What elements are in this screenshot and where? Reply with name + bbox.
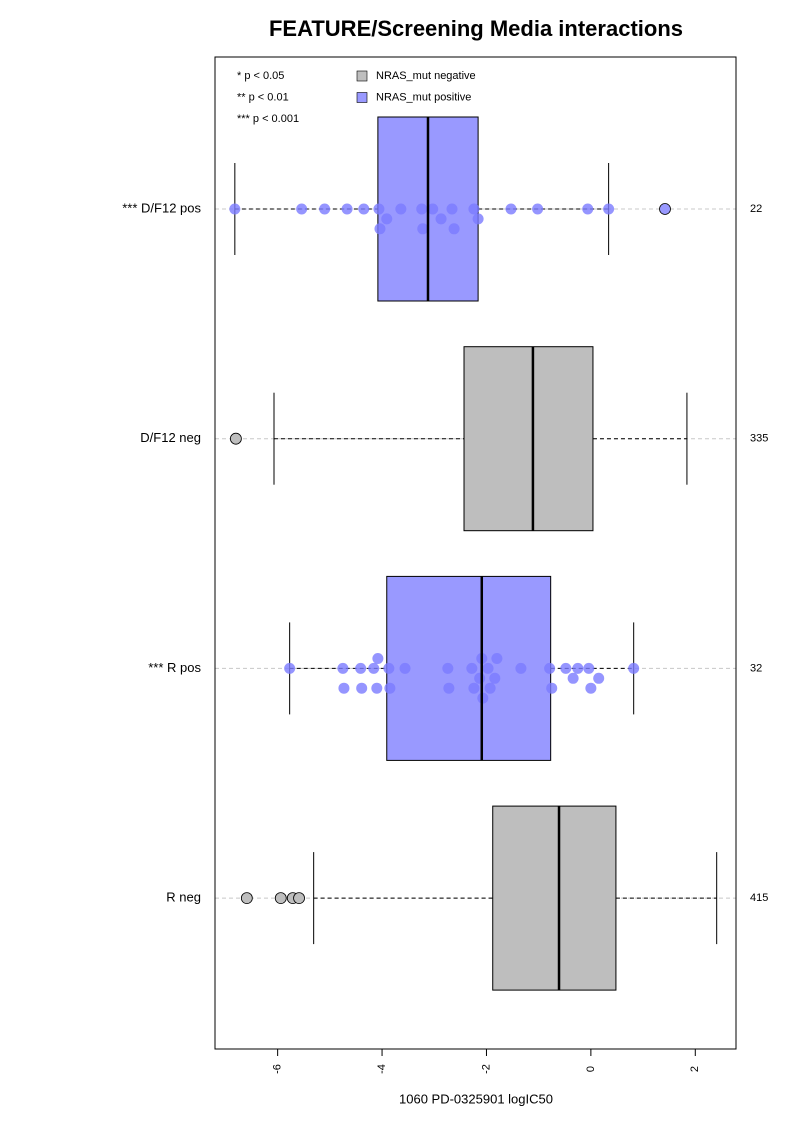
data-point (468, 203, 480, 215)
data-point (466, 662, 478, 674)
count-label: 335 (750, 433, 768, 445)
data-point (341, 203, 353, 215)
data-point (229, 203, 241, 215)
x-tick-label: -4 (376, 1064, 388, 1074)
data-point (572, 662, 584, 674)
box (463, 346, 594, 532)
data-point (585, 682, 597, 694)
data-point (399, 662, 411, 674)
significance-note: ** p < 0.01 (237, 91, 289, 103)
data-point (593, 672, 605, 684)
data-point (567, 672, 579, 684)
data-point (446, 203, 458, 215)
data-point (448, 223, 460, 235)
count-label: 415 (750, 892, 768, 904)
outlier (240, 892, 253, 904)
category-label: *** R pos (148, 660, 201, 675)
data-point (374, 223, 386, 235)
data-point (384, 682, 396, 694)
data-point (505, 203, 517, 215)
data-point (603, 203, 615, 215)
data-point (544, 662, 556, 674)
x-tick-label: 0 (585, 1066, 597, 1072)
significance-note: *** p < 0.001 (237, 113, 299, 125)
data-point (355, 662, 367, 674)
count-label: 22 (750, 203, 762, 215)
outlier (659, 203, 671, 215)
data-point (582, 203, 594, 215)
outlier (274, 892, 287, 904)
plot-area (215, 116, 736, 991)
data-point (546, 682, 558, 694)
x-tick-label: 2 (689, 1066, 701, 1072)
data-point (515, 662, 527, 674)
data-point (489, 672, 501, 684)
data-point (435, 213, 447, 225)
data-point (427, 203, 439, 215)
data-point (284, 662, 296, 674)
data-point (296, 203, 308, 215)
data-point (383, 662, 395, 674)
outlier (229, 432, 242, 445)
category-label: *** D/F12 pos (122, 200, 201, 215)
data-point (417, 223, 429, 235)
data-point (474, 672, 486, 684)
legend-swatch (356, 70, 368, 82)
data-point (372, 653, 384, 664)
data-point (443, 682, 455, 694)
legend-swatch (356, 92, 368, 103)
data-point (371, 682, 383, 694)
data-point (628, 662, 640, 674)
outlier (293, 892, 305, 904)
x-tick-label: -6 (272, 1064, 284, 1074)
data-point (491, 653, 503, 664)
data-point (395, 203, 407, 215)
significance-note: * p < 0.05 (237, 70, 284, 82)
data-point (482, 662, 494, 674)
data-point (373, 203, 385, 215)
data-point (416, 203, 428, 215)
data-point (337, 662, 349, 674)
data-point (484, 682, 496, 694)
legend-label: NRAS_mut positive (376, 91, 471, 103)
data-point (319, 203, 331, 215)
data-point (381, 213, 393, 225)
category-label: R neg (166, 890, 201, 905)
data-point (368, 662, 380, 674)
data-point (338, 682, 350, 694)
count-label: 32 (750, 662, 762, 674)
data-point (468, 682, 480, 694)
data-point (472, 213, 484, 225)
category-label: D/F12 neg (140, 430, 201, 445)
data-point (358, 203, 370, 215)
data-point (583, 662, 595, 674)
x-tick-label: -2 (480, 1064, 492, 1074)
plot-frame (214, 56, 737, 1050)
data-point (356, 682, 368, 694)
x-axis-label: 1060 PD-0325901 logIC50 (399, 1091, 553, 1106)
legend-label: NRAS_mut negative (376, 70, 476, 82)
chart-title: FEATURE/Screening Media interactions (269, 16, 683, 41)
data-point (560, 662, 572, 674)
box (492, 805, 617, 991)
data-point (442, 662, 454, 674)
data-point (532, 203, 544, 215)
